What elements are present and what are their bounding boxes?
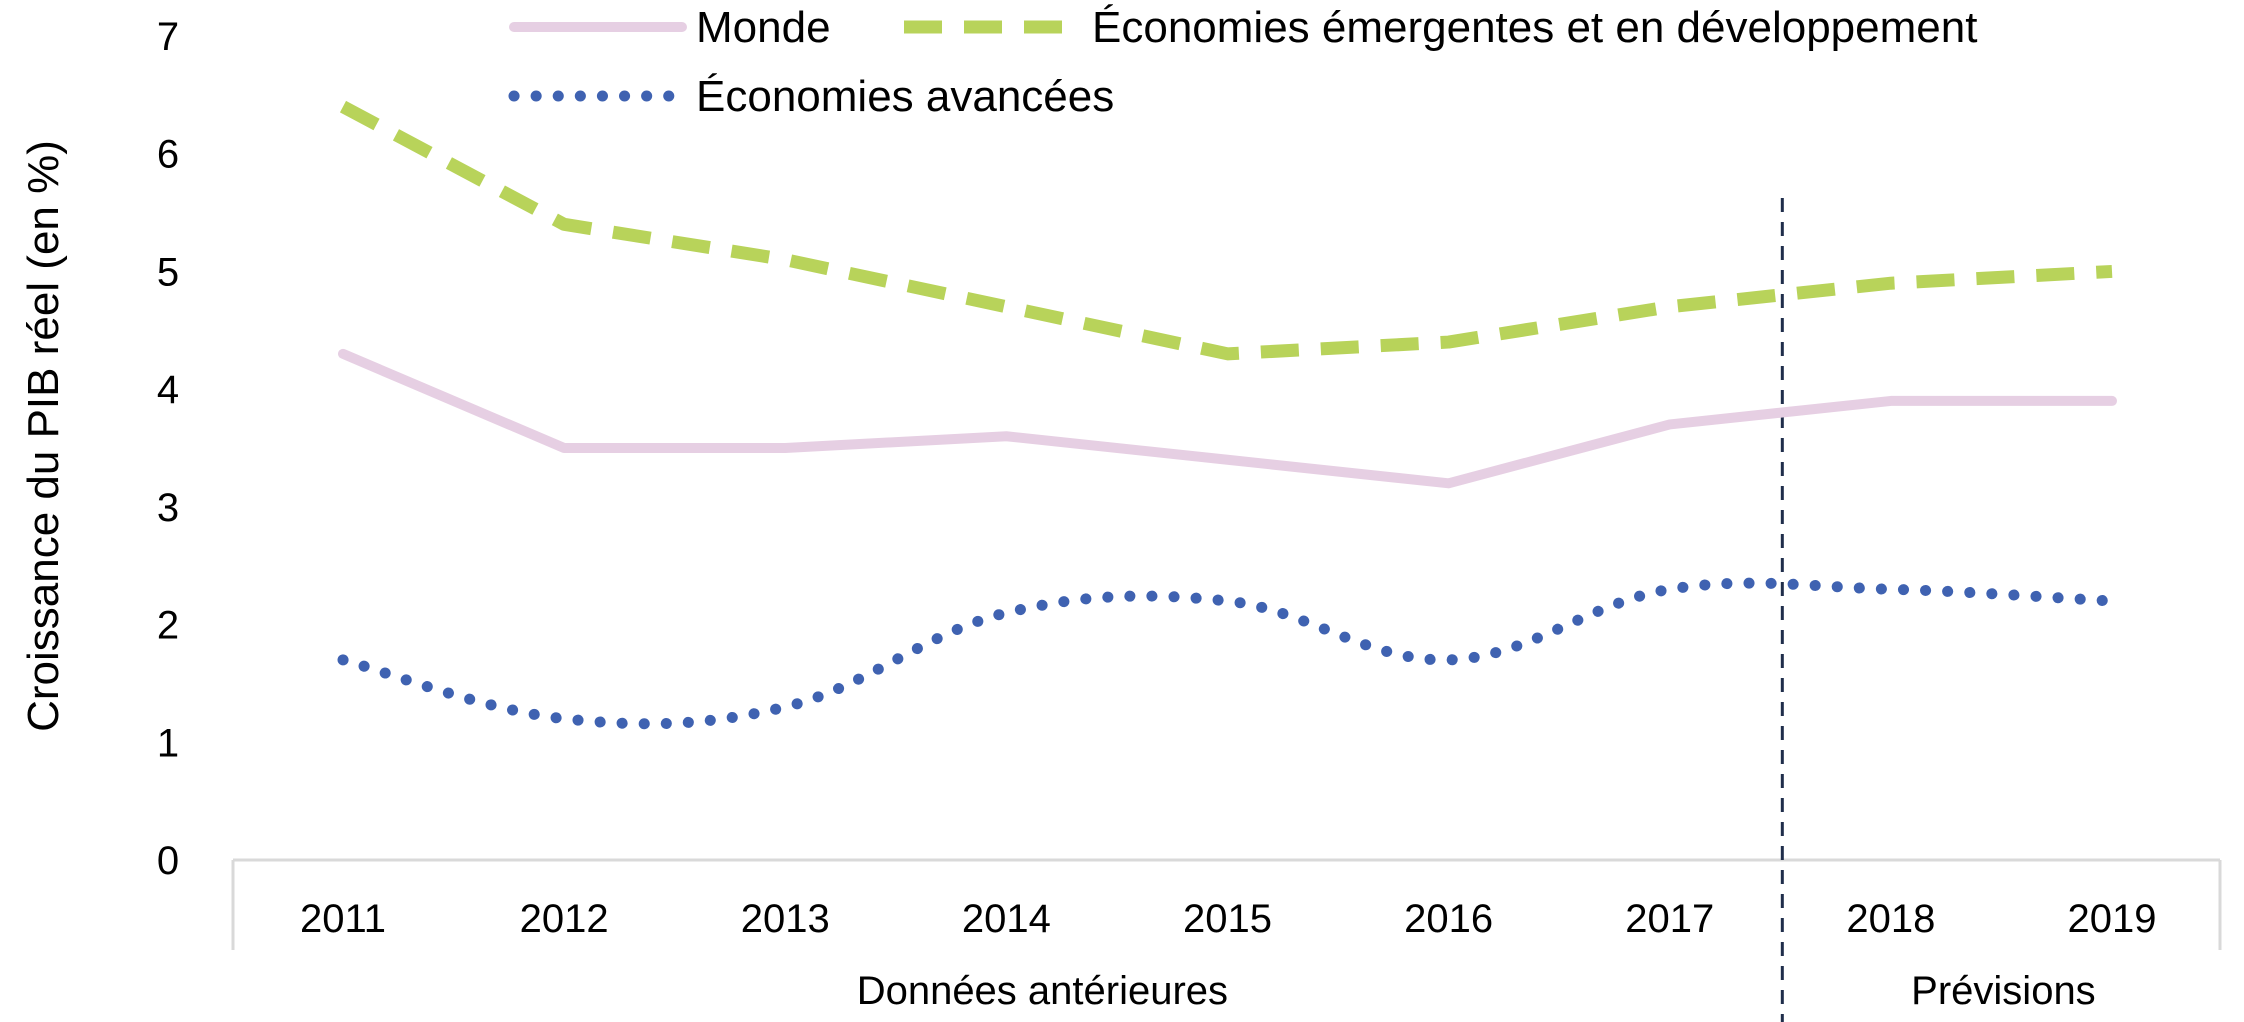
- y-axis-title: Croissance du PIB réel (en %): [19, 140, 68, 732]
- series-layer: [337, 100, 2118, 730]
- x-tick-label: 2019: [2068, 897, 2157, 941]
- x-tick-label: 2016: [1404, 897, 1493, 941]
- legend-label-world: Monde: [696, 3, 831, 52]
- x-tick-label: 2018: [1846, 897, 1935, 941]
- legend-label-advanced: Économies avancées: [696, 72, 1114, 121]
- y-tick-label: 5: [157, 250, 179, 294]
- x-tick-label: 2011: [300, 897, 386, 941]
- series-line-advanced: [337, 577, 2118, 730]
- x-tick-label: 2017: [1625, 897, 1714, 941]
- y-tick-label: 4: [157, 368, 179, 412]
- x-tick-label: 2015: [1183, 897, 1272, 941]
- x-tick-label: 2013: [741, 897, 830, 941]
- y-tick-label: 7: [157, 15, 179, 59]
- legend: Monde Économies émergentes et en développ…: [508, 3, 1977, 121]
- y-tick-label: 3: [157, 486, 179, 530]
- legend-label-emerging: Économies émergentes et en développement: [1092, 3, 1977, 52]
- y-tick-label: 2: [157, 604, 179, 648]
- series-line-world: [338, 348, 2117, 489]
- period-label-historical: Données antérieures: [857, 969, 1228, 1013]
- y-tick-label: 1: [157, 721, 179, 765]
- x-axis: 2011 2012 2013 2014 2015 2016 2017 2018 2019 Donn…: [231, 198, 2222, 1022]
- series-line-emerging: [339, 100, 2113, 361]
- y-axis: 0 1 2 3 4 5 6 7: [157, 15, 179, 883]
- y-tick-label: 0: [157, 839, 179, 883]
- period-label-forecast: Prévisions: [1911, 969, 2096, 1013]
- x-tick-label: 2014: [962, 897, 1051, 941]
- x-tick-label: 2012: [520, 897, 609, 941]
- y-tick-label: 6: [157, 133, 179, 177]
